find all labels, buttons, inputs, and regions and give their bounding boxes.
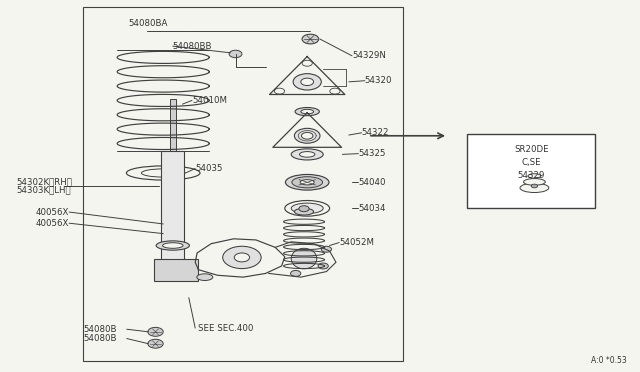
Ellipse shape [292, 177, 323, 188]
Bar [467, 134, 595, 208]
Circle shape [275, 88, 285, 94]
Ellipse shape [520, 183, 548, 193]
Bar [161, 151, 184, 264]
Circle shape [234, 253, 250, 262]
Ellipse shape [301, 109, 314, 114]
Ellipse shape [141, 169, 185, 177]
Circle shape [148, 327, 163, 336]
Text: 54040: 54040 [358, 178, 386, 187]
Ellipse shape [291, 248, 317, 269]
Text: 54320: 54320 [365, 76, 392, 85]
Circle shape [321, 246, 332, 252]
Circle shape [294, 128, 320, 143]
Text: 54080B: 54080B [83, 325, 116, 334]
Text: 54302K〈RH〉: 54302K〈RH〉 [16, 178, 72, 187]
Ellipse shape [197, 274, 212, 280]
Ellipse shape [294, 208, 314, 215]
Text: 54325: 54325 [358, 149, 386, 158]
Text: 54080BA: 54080BA [128, 19, 168, 28]
Text: 40056X: 40056X [35, 208, 68, 217]
Ellipse shape [528, 174, 541, 178]
Circle shape [223, 246, 261, 269]
Text: 54303K〈LH〉: 54303K〈LH〉 [16, 185, 70, 194]
Text: 54080BB: 54080BB [173, 42, 212, 51]
Text: C,SE: C,SE [522, 158, 541, 167]
Circle shape [330, 88, 340, 94]
Bar [154, 259, 198, 281]
Circle shape [148, 339, 163, 348]
Circle shape [531, 184, 538, 188]
Text: 54034: 54034 [358, 204, 386, 213]
Text: 54329: 54329 [518, 171, 545, 180]
Ellipse shape [291, 203, 323, 214]
Text: 54010M: 54010M [192, 96, 227, 105]
Ellipse shape [285, 174, 329, 190]
Ellipse shape [300, 152, 315, 157]
Text: 54035: 54035 [195, 164, 223, 173]
Circle shape [293, 74, 321, 90]
Circle shape [318, 263, 328, 269]
Text: 54322: 54322 [362, 128, 389, 137]
Text: SR20DE: SR20DE [514, 145, 548, 154]
Text: 54329N: 54329N [352, 51, 386, 60]
Circle shape [229, 50, 242, 58]
Ellipse shape [300, 180, 314, 185]
Ellipse shape [156, 241, 189, 250]
Bar [170, 99, 176, 151]
Circle shape [301, 78, 314, 86]
Bar [83, 7, 403, 361]
Ellipse shape [163, 243, 183, 248]
Ellipse shape [291, 149, 323, 160]
Ellipse shape [126, 166, 200, 180]
Text: SEE SEC.400: SEE SEC.400 [198, 324, 254, 333]
Ellipse shape [524, 179, 545, 185]
Text: 54080B: 54080B [83, 334, 116, 343]
Circle shape [299, 206, 309, 212]
Circle shape [302, 34, 319, 44]
Circle shape [302, 60, 312, 66]
Circle shape [291, 270, 301, 276]
Ellipse shape [285, 201, 330, 216]
Text: A:0 *0.53: A:0 *0.53 [591, 356, 627, 365]
Circle shape [301, 132, 313, 139]
Ellipse shape [295, 108, 319, 116]
Text: 54052M: 54052M [339, 238, 374, 247]
Text: 40056X: 40056X [35, 219, 68, 228]
